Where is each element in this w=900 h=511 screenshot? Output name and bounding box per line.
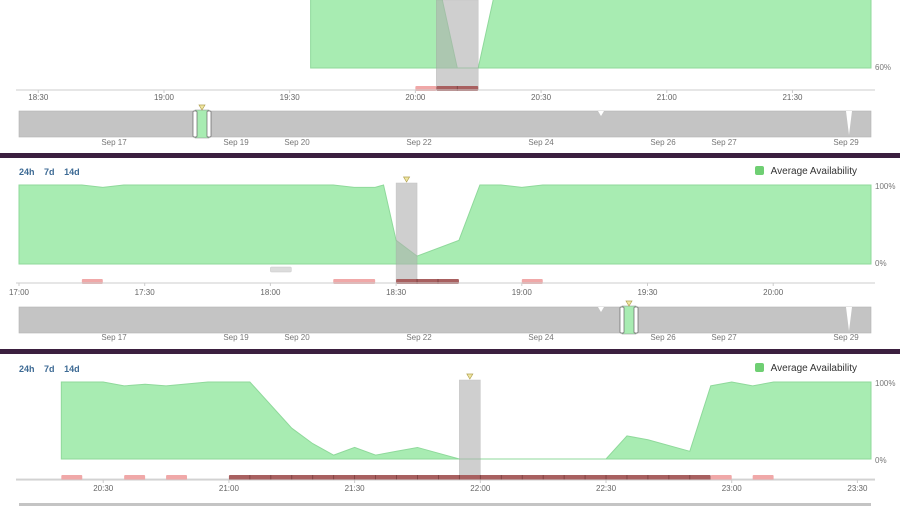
navigator-date-label: Sep 20 bbox=[284, 138, 310, 147]
navigator-date-label: Sep 27 bbox=[711, 333, 737, 342]
range-selector: 24h 7d 14d bbox=[19, 167, 87, 177]
range-button-14d[interactable]: 14d bbox=[64, 364, 80, 374]
outage-bar bbox=[166, 475, 188, 480]
navigator-date-label: Sep 29 bbox=[833, 333, 859, 342]
outage-bar bbox=[61, 475, 83, 480]
selection-band bbox=[436, 0, 479, 91]
navigator-date-label: Sep 29 bbox=[833, 138, 859, 147]
range-button-7d[interactable]: 7d bbox=[44, 364, 55, 374]
x-tick-label: 22:30 bbox=[596, 484, 617, 493]
outage-bar bbox=[752, 475, 774, 480]
navigator-date-label: Sep 22 bbox=[406, 333, 432, 342]
range-selector: 24h 7d 14d bbox=[19, 364, 87, 374]
navigator-background bbox=[18, 110, 872, 138]
navigator-handle-left bbox=[192, 110, 198, 138]
selection-band bbox=[395, 182, 418, 284]
navigator-date-label: Sep 27 bbox=[711, 138, 737, 147]
navigator-date-label: Sep 20 bbox=[284, 333, 310, 342]
navigator-dip bbox=[598, 307, 604, 312]
availability-chart-3: 100% 0% 20:30 21:00 21:30 22:00 22:30 23:00 23:3… bbox=[16, 373, 895, 508]
availability-chart-2: 100% 0% 17:00 17:30 18:00 18:30 19:00 19:30 20:0… bbox=[9, 176, 895, 342]
availability-panel-1: 60% 18:30 19:00 19:30 20:00 20:30 21:00 21:30 Se… bbox=[0, 0, 900, 153]
navigator-handle-right bbox=[633, 306, 639, 334]
panel-divider bbox=[0, 153, 900, 158]
y-tick-label: 0% bbox=[875, 456, 887, 465]
range-button-7d[interactable]: 7d bbox=[44, 167, 55, 177]
navigator-date-label: Sep 26 bbox=[650, 333, 676, 342]
y-tick-label: 60% bbox=[875, 63, 891, 72]
navigator-dip bbox=[846, 307, 852, 331]
x-tick-label: 20:30 bbox=[531, 93, 552, 102]
navigator-date-label: Sep 22 bbox=[406, 138, 432, 147]
x-tick-label: 20:00 bbox=[405, 93, 426, 102]
chart-legend[interactable]: Average Availability bbox=[755, 363, 857, 374]
chart-legend[interactable]: Average Availability bbox=[755, 166, 857, 177]
selection-band bbox=[459, 379, 481, 480]
navigator-date-label: Sep 17 bbox=[101, 138, 127, 147]
navigator-marker-icon bbox=[198, 104, 206, 111]
x-tick-label: 19:30 bbox=[637, 288, 658, 297]
legend-label: Average Availability bbox=[770, 363, 857, 374]
x-tick-label: 19:00 bbox=[154, 93, 175, 102]
maintenance-bar bbox=[270, 266, 292, 273]
outage-bar bbox=[124, 475, 146, 480]
x-tick-label: 21:30 bbox=[345, 484, 366, 493]
x-tick-label: 22:00 bbox=[470, 484, 491, 493]
navigator-date-label: Sep 19 bbox=[223, 138, 249, 147]
range-button-14d[interactable]: 14d bbox=[64, 167, 80, 177]
outage-bar bbox=[228, 475, 711, 480]
availability-area bbox=[60, 381, 872, 460]
legend-swatch bbox=[755, 166, 765, 175]
x-tick-label: 17:30 bbox=[135, 288, 156, 297]
navigator-date-label: Sep 26 bbox=[650, 138, 676, 147]
range-button-24h[interactable]: 24h bbox=[19, 167, 35, 177]
y-tick-label: 100% bbox=[875, 379, 895, 388]
navigator-dip bbox=[846, 111, 852, 135]
x-tick-label: 17:00 bbox=[9, 288, 30, 297]
x-tick-label: 19:30 bbox=[280, 93, 301, 102]
x-tick-label: 23:30 bbox=[847, 484, 868, 493]
selection-marker-icon bbox=[402, 176, 411, 183]
x-tick-label: 21:00 bbox=[219, 484, 240, 493]
x-tick-label: 21:30 bbox=[782, 93, 803, 102]
navigator-date-label: Sep 24 bbox=[528, 333, 554, 342]
x-tick-label: 19:00 bbox=[512, 288, 533, 297]
navigator-handle-left bbox=[619, 306, 625, 334]
x-tick-label: 18:30 bbox=[28, 93, 49, 102]
y-tick-label: 100% bbox=[875, 182, 895, 191]
y-tick-label: 0% bbox=[875, 259, 887, 268]
x-tick-label: 18:00 bbox=[260, 288, 281, 297]
outage-bar bbox=[710, 475, 732, 480]
x-tick-label: 20:30 bbox=[93, 484, 114, 493]
availability-panel-2: 24h 7d 14d Average Availability 100% 0% 17… bbox=[0, 158, 900, 349]
availability-chart-1: 60% 18:30 19:00 19:30 20:00 20:30 21:00 21:30 Se… bbox=[16, 0, 891, 147]
x-tick-label: 21:00 bbox=[657, 93, 678, 102]
x-tick-label: 23:00 bbox=[722, 484, 743, 493]
legend-swatch bbox=[755, 363, 765, 372]
navigator-background bbox=[18, 306, 872, 334]
navigator-date-label: Sep 19 bbox=[223, 333, 249, 342]
selection-marker-icon bbox=[466, 373, 474, 380]
navigator-handle-right bbox=[206, 110, 212, 138]
navigator-marker-icon bbox=[625, 300, 633, 307]
navigator-date-label: Sep 24 bbox=[528, 138, 554, 147]
legend-label: Average Availability bbox=[770, 166, 857, 177]
range-button-24h[interactable]: 24h bbox=[19, 364, 35, 374]
x-tick-label: 18:30 bbox=[386, 288, 407, 297]
availability-area bbox=[18, 184, 872, 265]
availability-panel-3: 24h 7d 14d Average Availability 100% 0% 20… bbox=[0, 355, 900, 508]
panel-divider bbox=[0, 349, 900, 354]
x-tick-label: 20:00 bbox=[763, 288, 784, 297]
navigator-date-label: Sep 17 bbox=[101, 333, 127, 342]
availability-area bbox=[310, 0, 872, 69]
navigator-dip bbox=[598, 111, 604, 116]
